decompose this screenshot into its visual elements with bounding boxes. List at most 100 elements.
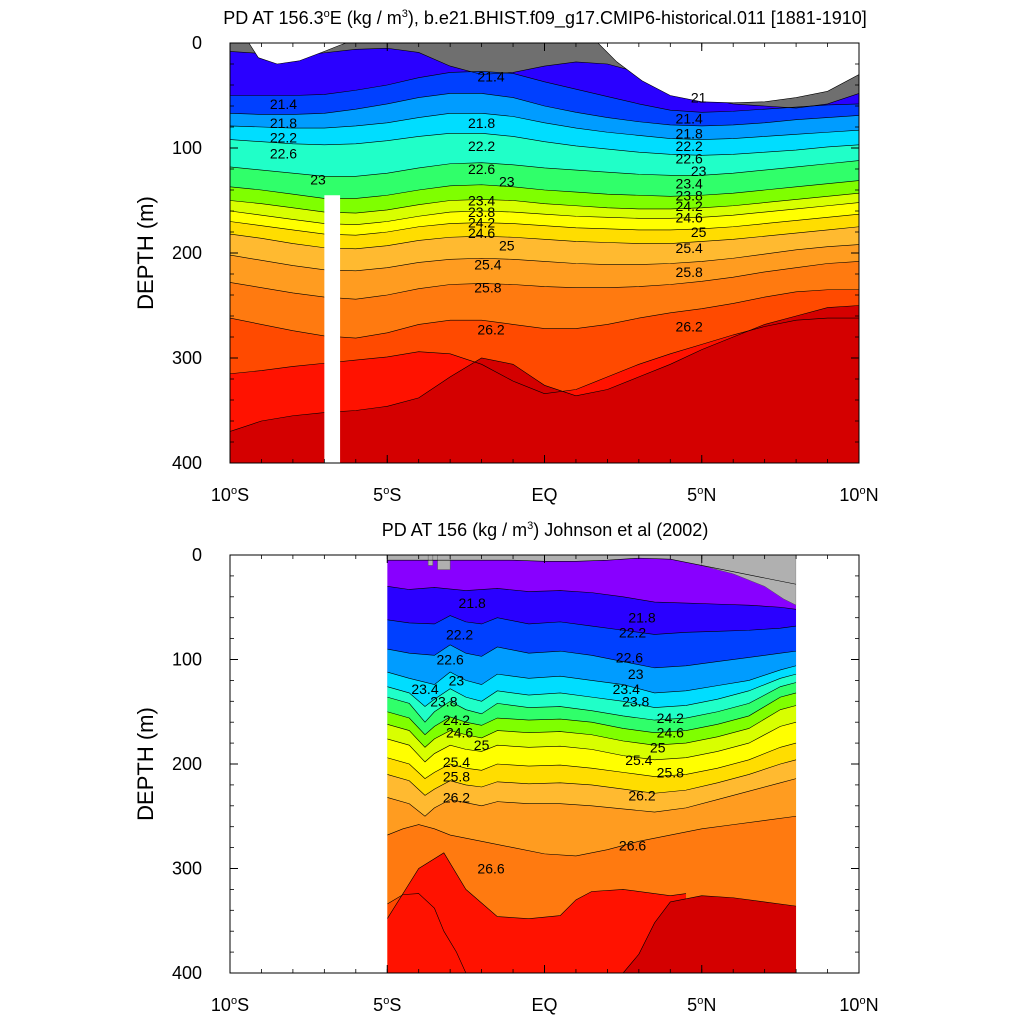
y-tick-label: 100	[172, 138, 202, 158]
y-tick-label: 200	[172, 243, 202, 263]
contour-label: 21	[691, 90, 707, 106]
contour-label: 21.8	[676, 125, 703, 141]
contour-label: 23	[449, 672, 465, 688]
contour-label: 25.4	[443, 754, 470, 770]
x-tick-label: 10oN	[839, 485, 878, 505]
land-gray-patch	[437, 555, 451, 570]
y-tick-label: 0	[192, 545, 202, 565]
contour-label: 24.2	[468, 215, 495, 231]
contour-label: 25.8	[657, 764, 684, 780]
contour-band	[623, 895, 797, 973]
contour-label: 24.2	[443, 712, 470, 728]
contour-label: 25	[650, 739, 666, 755]
contour-label: 25.4	[625, 752, 652, 768]
contour-label: 24.2	[676, 198, 703, 214]
contour-label: 23.8	[430, 693, 457, 709]
contour-line	[387, 557, 797, 585]
top-panel-title: PD AT 156.3oE (kg / m3), b.e21.BHIST.f09…	[223, 8, 867, 29]
y-tick-label: 300	[172, 348, 202, 368]
x-tick-label: 10oS	[211, 995, 249, 1015]
contour-label: 22.2	[446, 626, 473, 642]
contour-line	[387, 815, 797, 857]
contour-label: 21.4	[676, 111, 703, 127]
x-tick-label: 5oS	[373, 485, 401, 505]
x-tick-label: 10oN	[839, 995, 878, 1015]
contour-line	[387, 692, 797, 736]
x-tick-label: EQ	[531, 995, 557, 1015]
contour-label: 23	[691, 163, 707, 179]
contour-label: 25.8	[676, 264, 703, 280]
contour-label: 23	[499, 174, 515, 190]
contour-label: 22.2	[270, 130, 297, 146]
contour-label: 24.2	[657, 710, 684, 726]
contour-label: 26.2	[443, 789, 470, 805]
contour-label: 21.8	[628, 610, 655, 626]
contour-label: 23	[310, 172, 326, 188]
contour-label: 22.6	[468, 161, 495, 177]
contour-label: 22.6	[616, 649, 643, 665]
contour-label: 26.2	[676, 319, 703, 335]
bottom-plot-area: 21.822.222.62323.423.824.224.62525.425.8…	[230, 555, 859, 973]
x-tick-label: 5oS	[373, 995, 401, 1015]
contour-label: 23.4	[468, 193, 495, 209]
contour-line	[387, 705, 797, 748]
y-tick-label: 400	[172, 453, 202, 473]
contour-label: 25.8	[474, 280, 501, 296]
contour-line	[230, 113, 859, 140]
contour-label: 26.6	[477, 861, 504, 877]
missing-data-region	[324, 195, 341, 463]
contour-label: 25.4	[474, 257, 501, 273]
bottom-panel: PD AT 156 (kg / m3) Johnson et al (2002)…	[133, 520, 879, 1015]
missing-data-region	[796, 555, 859, 973]
contour-label: 23.4	[613, 681, 640, 697]
contour-label: 24.6	[657, 725, 684, 741]
contour-label: 23	[628, 666, 644, 682]
top-plot-area: 21.421.421.822.222.62321.822.222.62323.4…	[230, 43, 859, 463]
contour-label: 26.2	[628, 787, 655, 803]
contour-label: 21.8	[270, 115, 297, 131]
contour-label: 23.8	[676, 187, 703, 203]
bottom-panel-title: PD AT 156 (kg / m3) Johnson et al (2002)	[382, 520, 709, 540]
contour-line	[387, 721, 797, 763]
contour-line	[230, 71, 859, 113]
contour-label: 25	[474, 737, 490, 753]
contour-band	[387, 852, 687, 973]
contour-label: 24.6	[468, 225, 495, 241]
bottom-axes: 0 100 200 300 400 10oS 5oS EQ 5oN 10oN	[172, 545, 879, 1015]
contour-label: 22.2	[619, 624, 646, 640]
contour-label: 25	[499, 238, 515, 254]
contour-label: 24.6	[446, 725, 473, 741]
contour-label: 21.4	[270, 96, 297, 112]
contour-label: 23.8	[622, 693, 649, 709]
contour-label: 21.4	[477, 69, 504, 85]
contour-line	[387, 893, 467, 973]
contour-label: 22.6	[437, 652, 464, 668]
contour-line	[387, 586, 797, 610]
contour-label: 25	[691, 224, 707, 240]
x-tick-label: EQ	[531, 485, 557, 505]
contour-label: 23.4	[411, 681, 438, 697]
contour-line	[387, 682, 797, 723]
contour-line	[387, 644, 797, 669]
bottom-y-axis-label: DEPTH (m)	[133, 707, 158, 821]
contour-label: 26.6	[619, 838, 646, 854]
top-panel: PD AT 156.3oE (kg / m3), b.e21.BHIST.f09…	[133, 8, 879, 505]
contour-line	[230, 160, 859, 177]
contour-label: 22.2	[468, 138, 495, 154]
contour-line	[622, 895, 797, 973]
contour-label: 23.4	[676, 176, 703, 192]
contour-label: 24.6	[676, 209, 703, 225]
y-tick-label: 100	[172, 650, 202, 670]
contour-line	[387, 665, 797, 694]
y-tick-label: 300	[172, 859, 202, 879]
contour-label: 25.8	[443, 769, 470, 785]
x-tick-label: 5oN	[687, 485, 716, 505]
contour-line	[230, 47, 859, 109]
y-tick-label: 200	[172, 754, 202, 774]
top-axes: 0 100 200 300 400 10oS 5oS EQ 5oN 10oN	[172, 33, 879, 505]
contour-line	[386, 852, 687, 919]
contour-line	[387, 778, 797, 817]
contour-label: 21.8	[459, 595, 486, 611]
missing-data-region	[597, 43, 859, 104]
